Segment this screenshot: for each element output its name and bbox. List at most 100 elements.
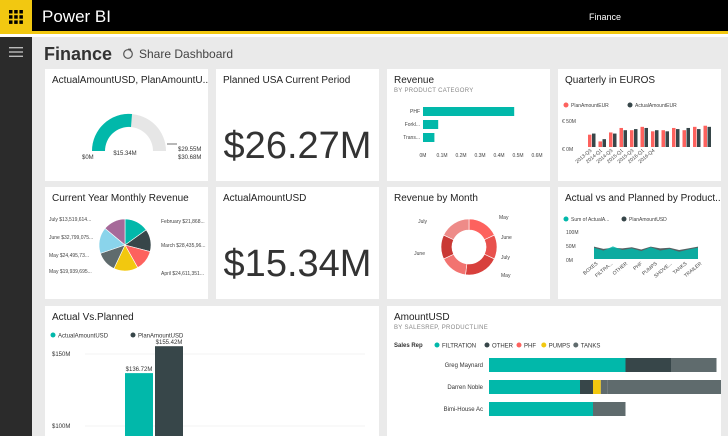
data-label: $136.72M bbox=[126, 367, 153, 373]
hamburger-icon[interactable] bbox=[9, 47, 23, 57]
gauge-min: $0M bbox=[82, 155, 94, 161]
amount-stacked-bar-chart: Sales Rep FILTRATION OTHER PHF PUMPS TANKS Gre… bbox=[394, 342, 721, 416]
tick-label: 100M bbox=[566, 230, 579, 236]
tile-revenue[interactable]: Revenue BY PRODUCT CATEGORY PHF Forkl... T… bbox=[387, 69, 550, 181]
tile-title: ActualAmountUSD, PlanAmountU... bbox=[52, 75, 208, 86]
bar-segment bbox=[489, 358, 626, 372]
bar bbox=[634, 129, 638, 147]
bar-segment bbox=[593, 380, 601, 394]
card-value: $26.27M bbox=[223, 125, 372, 167]
tick-label: € 50M bbox=[562, 119, 576, 125]
bar bbox=[644, 127, 648, 147]
bar-segment bbox=[607, 380, 721, 394]
series-area bbox=[594, 246, 698, 259]
tile-planned-usa[interactable]: Planned USA Current Period $26.27M bbox=[216, 69, 379, 181]
tile-title: AmountUSD bbox=[394, 312, 450, 323]
bar-segment bbox=[625, 358, 671, 372]
bar-segment bbox=[489, 402, 593, 416]
slice-label: June bbox=[501, 235, 512, 241]
legend-swatch bbox=[621, 216, 627, 222]
bar bbox=[602, 139, 606, 147]
card-value: $15.34M bbox=[223, 243, 372, 285]
gauge-chart: $15.34M $0M $29.55M $30.68M bbox=[82, 113, 201, 161]
tick-label: 0.6M bbox=[531, 153, 542, 159]
left-nav bbox=[0, 37, 32, 436]
monthly-pie-chart: July $13,519,614... June $32,799,075... Ma… bbox=[49, 217, 205, 277]
share-dashboard-button[interactable]: Share Dashboard bbox=[122, 47, 233, 61]
app-title: Power BI bbox=[42, 7, 111, 26]
bar bbox=[155, 346, 183, 436]
category-label: Forkl... bbox=[405, 122, 420, 128]
share-icon bbox=[123, 48, 133, 59]
tick-label: $150M bbox=[52, 352, 70, 358]
tile-quarterly[interactable]: Quarterly in EUROS PlanAmountEUR ActualAm… bbox=[558, 69, 721, 181]
bar bbox=[707, 126, 711, 147]
workspace-name[interactable]: Finance bbox=[589, 12, 622, 22]
tick-label: 0.2M bbox=[455, 153, 466, 159]
tile-actual-usd[interactable]: ActualAmountUSD $15.34M bbox=[216, 187, 379, 299]
tick-label: $100M bbox=[52, 424, 70, 430]
tile-gauge[interactable]: ActualAmountUSD, PlanAmountU... $15.34M … bbox=[45, 69, 208, 181]
data-label: $155.42M bbox=[156, 340, 183, 346]
gauge-fill bbox=[91, 113, 132, 151]
legend-swatch bbox=[563, 102, 569, 108]
bar bbox=[623, 130, 627, 147]
tile-title: Current Year Monthly Revenue bbox=[52, 193, 189, 204]
legend-swatch bbox=[516, 342, 522, 348]
legend-label: TANKS bbox=[581, 344, 601, 350]
bar bbox=[686, 127, 690, 147]
bar bbox=[655, 130, 659, 147]
dashboard-title: Finance bbox=[44, 44, 113, 64]
category-label: Greg Maynard bbox=[445, 363, 483, 369]
bar bbox=[640, 126, 644, 147]
bar bbox=[588, 134, 592, 147]
tick-label: 50M bbox=[566, 244, 576, 250]
tile-title: Revenue by Month bbox=[394, 193, 478, 204]
legend-label: PHF bbox=[524, 344, 536, 350]
app-launcher-icon[interactable] bbox=[0, 0, 32, 34]
slice-label: June bbox=[414, 251, 425, 257]
tile-subtitle: BY PRODUCT CATEGORY bbox=[394, 88, 474, 94]
legend-swatch bbox=[563, 216, 569, 222]
tile-monthly-revenue[interactable]: Current Year Monthly Revenue July $13,51… bbox=[45, 187, 208, 299]
tile-title: Actual vs and Planned by Product... bbox=[565, 193, 721, 204]
bar bbox=[619, 127, 623, 147]
legend-title: Sales Rep bbox=[394, 343, 423, 349]
actual-vs-planned-chart: ActualAmountUSD PlanAmountUSD $150M $100M $1… bbox=[50, 332, 365, 436]
legend-swatch bbox=[50, 332, 56, 338]
gauge-target: $29.55M bbox=[178, 147, 201, 153]
tile-title: Revenue bbox=[394, 75, 435, 86]
slice-label: May bbox=[501, 273, 511, 279]
legend-swatch bbox=[573, 342, 579, 348]
donut-slice bbox=[443, 218, 470, 241]
bar bbox=[672, 127, 676, 147]
tile-actual-vs-planned[interactable]: Actual Vs.Planned ActualAmountUSD PlanAmo… bbox=[45, 306, 379, 436]
legend-label: PUMPS bbox=[549, 344, 570, 350]
bar bbox=[651, 131, 655, 147]
bar bbox=[703, 125, 707, 147]
pie-slice bbox=[104, 218, 126, 246]
slice-label: July $13,519,614... bbox=[49, 217, 91, 223]
tile-title: ActualAmountUSD bbox=[223, 193, 307, 204]
share-dashboard-label: Share Dashboard bbox=[139, 47, 234, 61]
legend-label: PlanAmountEUR bbox=[571, 103, 609, 109]
tile-title: Planned USA Current Period bbox=[223, 75, 351, 86]
category-label: Bimi-House Ac bbox=[444, 407, 483, 413]
bar bbox=[630, 130, 634, 147]
tile-revenue-by-month[interactable]: Revenue by Month July June May June July May bbox=[387, 187, 550, 299]
bar bbox=[592, 133, 596, 147]
donut-slice bbox=[465, 253, 495, 276]
bar-segment bbox=[671, 358, 717, 372]
bar-segment bbox=[600, 380, 608, 394]
tick-label: PHF bbox=[632, 261, 644, 272]
slice-label: February $21,868... bbox=[161, 219, 205, 225]
bar-segment bbox=[580, 380, 593, 394]
bar bbox=[613, 133, 617, 147]
bar bbox=[665, 131, 669, 147]
tile-title: Quarterly in EUROS bbox=[565, 75, 656, 86]
dashboard-canvas: Finance Share Dashboard ActualAmountUSD,… bbox=[32, 37, 728, 436]
tile-amount-usd[interactable]: AmountUSD BY SALESREP, PRODUCTLINE Sales… bbox=[387, 306, 721, 436]
tile-avp-product[interactable]: Actual vs and Planned by Product... Sum … bbox=[558, 187, 721, 299]
bar bbox=[661, 130, 665, 147]
